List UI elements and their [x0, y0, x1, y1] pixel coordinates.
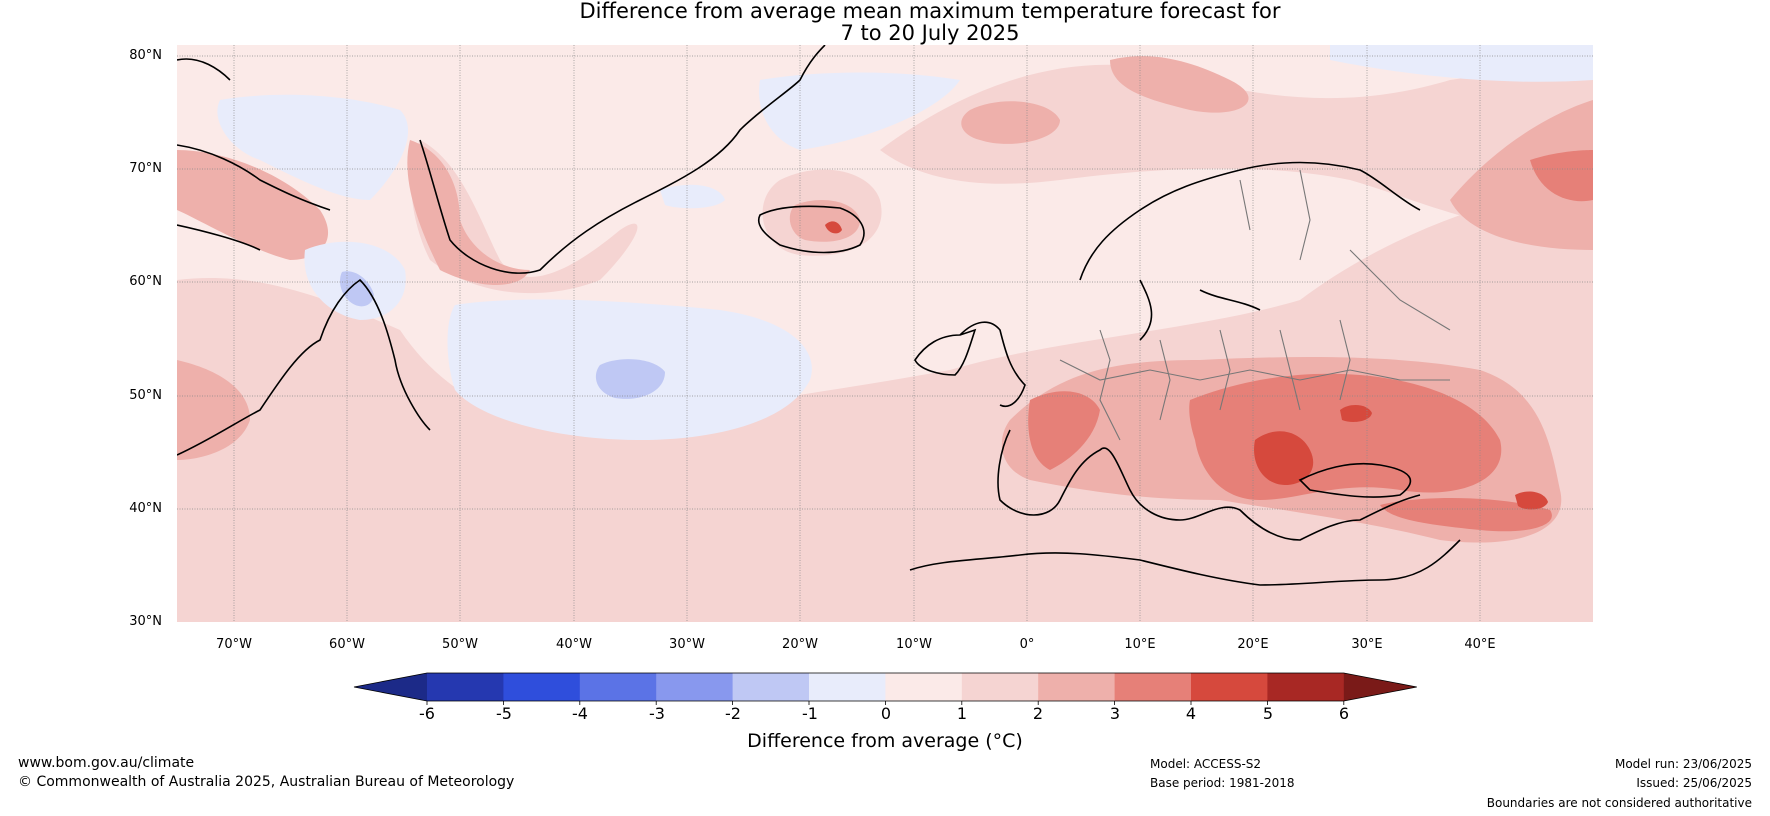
colorbar-tick: 4 — [1185, 704, 1197, 723]
anomaly-4-5-armenia — [1515, 491, 1548, 510]
anomaly-2-3-canada — [177, 150, 329, 260]
anomaly-2-3-iceland — [789, 200, 860, 242]
colorbar-tick: -6 — [419, 704, 435, 723]
anomaly-neg2-atlantic — [595, 359, 665, 399]
colorbar-cell — [1267, 673, 1345, 701]
colorbar-tick: 2 — [1032, 704, 1044, 723]
colorbar-tick: 0 — [880, 704, 892, 723]
coastlines — [177, 45, 1461, 586]
colorbar-tick: -4 — [572, 704, 588, 723]
anomaly-neg-davis — [660, 184, 725, 209]
country-borders — [1059, 169, 1451, 441]
colorbar-tick: -5 — [496, 704, 512, 723]
colorbar-cell — [656, 673, 734, 701]
anomaly-3-4-caucasus — [1380, 498, 1552, 532]
anomaly-3-4-france — [1028, 391, 1100, 470]
graticule-lines — [177, 45, 1593, 622]
colorbar-extend-low — [354, 673, 427, 701]
colorbar-tick: -3 — [649, 704, 665, 723]
colorbar-extend-high — [1343, 673, 1417, 701]
title-line-1: Difference from average mean maximum tem… — [579, 0, 1281, 23]
colorbar-tick: -1 — [802, 704, 818, 723]
anomaly-2-3-north — [1110, 56, 1249, 113]
colorbar-cell — [579, 673, 657, 701]
disclaimer-text: Boundaries are not considered authoritat… — [1486, 796, 1752, 810]
anomaly-neg2-labrador — [340, 271, 374, 307]
lon-label: 40°E — [1464, 637, 1496, 652]
lon-label: 0° — [1019, 637, 1035, 652]
lon-label: 40°W — [556, 637, 592, 652]
anomaly-neg-greenland — [217, 94, 409, 200]
anomaly-4-5-balkans — [1254, 431, 1314, 485]
model-text: Model: ACCESS-S2 — [1150, 757, 1262, 771]
colorbar-tick: 6 — [1338, 704, 1350, 723]
colorbar-cell — [1038, 673, 1116, 701]
anomaly-1-2-north — [880, 64, 1593, 232]
anomaly-4-5-iceland — [825, 221, 842, 234]
lon-label: 10°W — [896, 637, 932, 652]
lon-label: 30°E — [1351, 637, 1383, 652]
copyright-text: © Commonwealth of Australia 2025, Austra… — [18, 774, 515, 790]
colorbar-cell — [809, 673, 886, 701]
anomaly-2-3-russia — [1450, 100, 1593, 250]
colorbar-tick: 3 — [1109, 704, 1121, 723]
colorbar-cell — [961, 673, 1039, 701]
colorbar-cell — [1114, 673, 1192, 701]
website-text: www.bom.gov.au/climate — [18, 755, 195, 771]
lon-label: 60°W — [329, 637, 365, 652]
colorbar-cell — [503, 673, 581, 701]
anomaly-neg-greenland-sea — [759, 72, 960, 150]
lon-label: 70°W — [216, 637, 252, 652]
colorbar — [353, 672, 1417, 705]
colorbar-label: Difference from average (°C) — [747, 730, 1023, 752]
base-period-text: Base period: 1981-2018 — [1150, 776, 1295, 790]
anomaly-4-5-ukraine — [1340, 404, 1372, 422]
colorbar-cell — [885, 673, 963, 701]
lat-label: 80°N — [129, 48, 162, 63]
lat-label: 30°N — [129, 614, 162, 629]
colorbar-cell — [1191, 673, 1268, 701]
colorbar-cell — [427, 673, 504, 701]
anomaly-2-3-labrador — [177, 360, 250, 460]
colorbar-tick: 1 — [956, 704, 968, 723]
anomaly-2-3-barents — [961, 101, 1060, 144]
temperature-anomaly-map — [177, 45, 1593, 622]
title-line-2: 7 to 20 July 2025 — [840, 21, 1020, 45]
colorbar-tick: 5 — [1262, 704, 1274, 723]
lon-label: 30°W — [669, 637, 705, 652]
anomaly-neg-arctic — [1330, 45, 1593, 82]
issued-text: Issued: 25/06/2025 — [1636, 776, 1752, 790]
anomaly-2-3-greenland-coast — [407, 140, 530, 285]
anomaly-3-4-russia — [1530, 150, 1593, 202]
lon-label: 20°W — [782, 637, 818, 652]
lat-label: 50°N — [129, 388, 162, 403]
lon-label: 10°E — [1124, 637, 1156, 652]
model-run-text: Model run: 23/06/2025 — [1614, 757, 1752, 771]
colorbar-cell — [732, 673, 810, 701]
anomaly-1-2-south — [177, 180, 1593, 622]
lat-label: 40°N — [129, 501, 162, 516]
lat-label: 70°N — [129, 161, 162, 176]
lat-label: 60°N — [129, 274, 162, 289]
lon-label: 20°E — [1237, 637, 1269, 652]
colorbar-tick: -2 — [725, 704, 741, 723]
lon-label: 50°W — [442, 637, 478, 652]
